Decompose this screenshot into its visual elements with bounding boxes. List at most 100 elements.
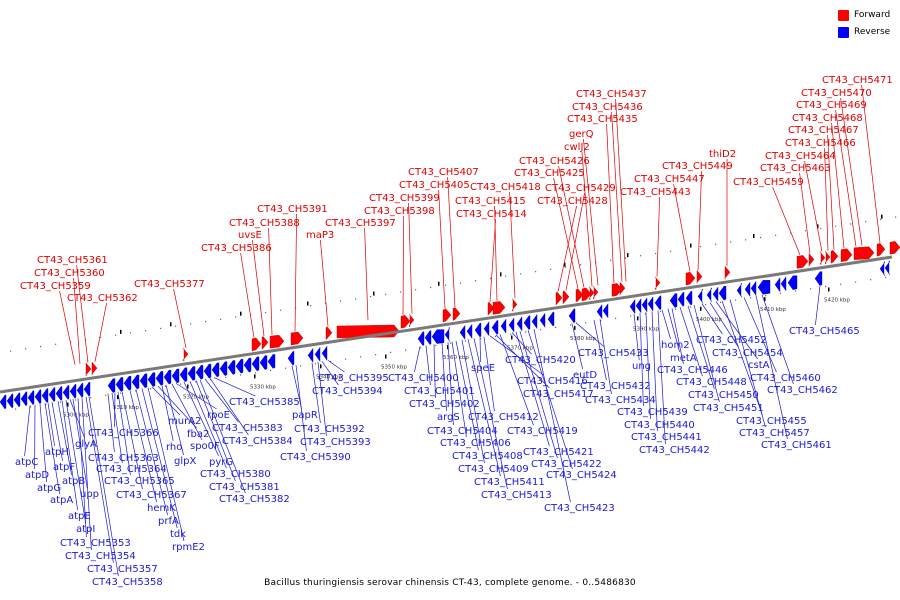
forward-gene-arrow bbox=[452, 307, 461, 321]
reverse-gene-label: CT43_CH5366 bbox=[88, 428, 159, 439]
forward-gene-arrow bbox=[840, 248, 853, 262]
reverse-leader-line bbox=[171, 383, 203, 441]
reverse-gene-arrow bbox=[314, 346, 321, 362]
forward-gene-label: CT43_CH5447 bbox=[634, 174, 705, 185]
reverse-gene-label: tdk bbox=[170, 529, 186, 540]
forward-leader-line bbox=[581, 151, 593, 287]
scale-dot bbox=[130, 332, 132, 334]
reverse-gene-arrow bbox=[697, 289, 704, 304]
reverse-gene-label: atpG bbox=[37, 483, 61, 494]
reverse-leader-line bbox=[499, 334, 534, 426]
forward-gene-arrow bbox=[269, 334, 285, 349]
forward-leader-line bbox=[861, 84, 881, 243]
forward-gene-label: CT43_CH5359 bbox=[20, 281, 91, 292]
kbp-tick-upper bbox=[690, 243, 692, 248]
reverse-gene-label: ung bbox=[632, 361, 651, 372]
forward-leader-line bbox=[294, 213, 297, 332]
forward-leader-line bbox=[252, 239, 265, 337]
reverse-gene-label: CT43_CH5442 bbox=[639, 445, 710, 456]
forward-gene-label: CT43_CH5469 bbox=[796, 100, 867, 111]
forward-gene-arrow bbox=[876, 243, 886, 257]
reverse-gene-label: atpI bbox=[76, 524, 95, 535]
scale-dot bbox=[15, 408, 17, 410]
reverse-gene-arrow bbox=[744, 281, 751, 297]
scale-dot bbox=[735, 299, 737, 301]
scale-dot bbox=[270, 369, 272, 372]
reverse-leader-line bbox=[447, 342, 454, 426]
kbp-tick bbox=[385, 354, 387, 359]
reverse-gene-label: speE bbox=[471, 363, 495, 374]
scale-dot bbox=[330, 360, 332, 363]
reverse-gene-arrow bbox=[516, 316, 523, 332]
scale-dot bbox=[610, 259, 612, 261]
reverse-leader-line bbox=[65, 399, 86, 524]
forward-gene-label: CT43_CH5436 bbox=[572, 102, 643, 113]
reverse-leader-line bbox=[213, 377, 256, 397]
reverse-gene-label: CT43_CH5419 bbox=[507, 426, 578, 437]
reverse-gene-arrow bbox=[20, 391, 28, 407]
reverse-leader-line bbox=[433, 344, 436, 399]
forward-gene-arrow bbox=[824, 250, 831, 265]
scale-dot bbox=[105, 394, 107, 397]
forward-gene-arrow bbox=[611, 283, 623, 297]
scale-dot bbox=[205, 320, 207, 323]
forward-gene-arrow bbox=[555, 291, 563, 306]
forward-leader-line bbox=[615, 98, 627, 282]
scale-dot bbox=[420, 347, 422, 349]
reverse-leader-line bbox=[515, 331, 550, 447]
reverse-gene-arrow bbox=[155, 371, 164, 386]
reverse-leader-line bbox=[495, 334, 550, 389]
reverse-gene-arrow bbox=[508, 317, 515, 333]
scale-dot bbox=[630, 315, 632, 317]
legend-forward: Forward bbox=[838, 8, 890, 22]
kbp-tick bbox=[67, 402, 69, 407]
reverse-gene-arrow bbox=[539, 312, 546, 328]
kbp-tick bbox=[764, 297, 766, 302]
reverse-gene-arrow bbox=[267, 354, 276, 369]
reverse-leader-line bbox=[715, 301, 758, 360]
reverse-leader-line bbox=[519, 331, 558, 459]
reverse-gene-label: CT43_CH5440 bbox=[624, 420, 695, 431]
reverse-gene-label: CT43_CH5411 bbox=[474, 477, 545, 488]
forward-gene-arrow bbox=[696, 269, 703, 284]
reverse-gene-label: atpE bbox=[68, 511, 91, 522]
scale-dot bbox=[360, 356, 362, 358]
forward-gene-arrow bbox=[487, 301, 495, 316]
reverse-gene-arrow bbox=[107, 378, 116, 393]
scale-dot bbox=[750, 297, 752, 299]
reverse-gene-label: CT43_CH5363 bbox=[88, 453, 159, 464]
reverse-gene-arrow bbox=[884, 260, 891, 276]
forward-gene-label: CT43_CH5415 bbox=[455, 196, 526, 207]
reverse-gene-label: CT43_CH5395 bbox=[318, 373, 389, 384]
reverse-leader-line bbox=[651, 311, 658, 432]
kbp-tick bbox=[254, 374, 256, 379]
reverse-leader-line bbox=[709, 302, 739, 348]
reverse-gene-label: CT43_CH5439 bbox=[617, 407, 688, 418]
forward-gene-arrow bbox=[808, 253, 815, 267]
reverse-leader-line bbox=[209, 378, 249, 436]
forward-gene-label: CT43_CH5443 bbox=[620, 187, 691, 198]
scale-dot bbox=[600, 319, 602, 322]
forward-gene-label: CT43_CH5407 bbox=[408, 167, 479, 178]
forward-gene-arrow bbox=[408, 313, 415, 328]
reverse-gene-label: atpB bbox=[62, 476, 85, 487]
reverse-gene-label: CT43_CH5462 bbox=[767, 385, 838, 396]
reverse-gene-arrow bbox=[474, 322, 482, 338]
reverse-gene-arrow bbox=[139, 373, 148, 389]
reverse-gene-label: glyA bbox=[75, 439, 97, 450]
reverse-gene-label: CT43_CH5353 bbox=[60, 538, 131, 549]
forward-leader-line bbox=[804, 160, 823, 252]
scale-dot bbox=[280, 309, 282, 311]
reverse-gene-arrow bbox=[171, 368, 180, 384]
reverse-gene-label: rpmE2 bbox=[172, 542, 205, 553]
scale-dot bbox=[225, 376, 227, 378]
forward-gene-label: CT43_CH5377 bbox=[134, 279, 205, 290]
reverse-gene-label: atpH bbox=[45, 447, 69, 458]
genome-backbone bbox=[0, 255, 893, 394]
scale-dot bbox=[400, 291, 402, 293]
kbp-tick-label: 5420 kbp bbox=[824, 297, 850, 303]
reverse-gene-label: CT43_CH5451 bbox=[693, 403, 764, 414]
reverse-gene-label: CT43_CH5434 bbox=[585, 395, 656, 406]
forward-gene-label: CT43_CH5471 bbox=[822, 75, 893, 86]
scale-dot bbox=[700, 246, 702, 248]
